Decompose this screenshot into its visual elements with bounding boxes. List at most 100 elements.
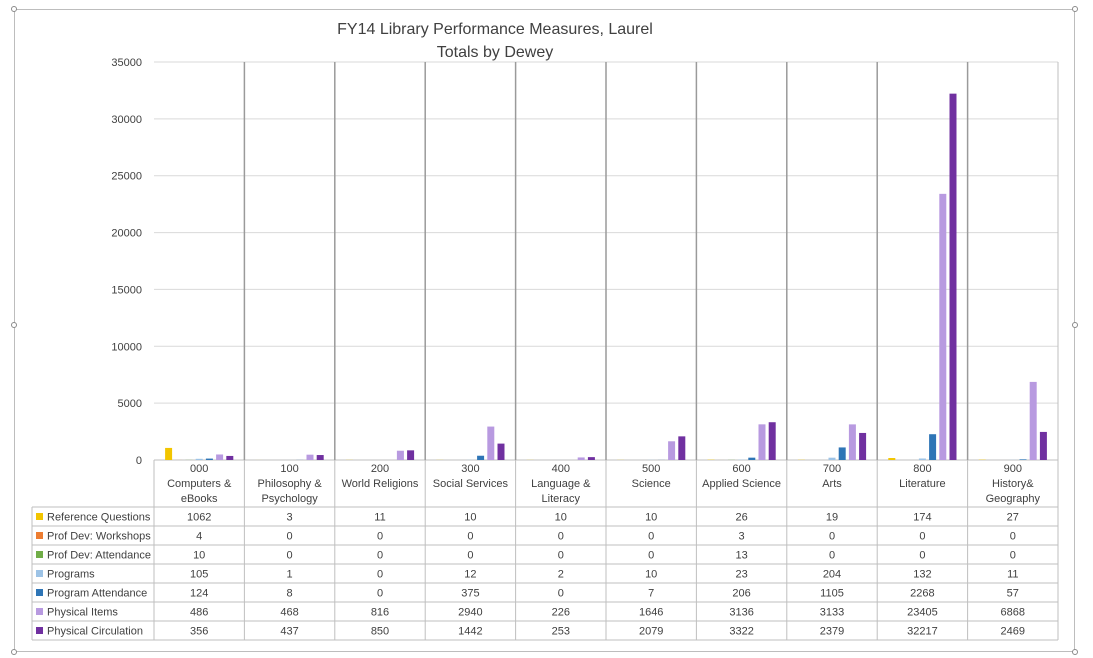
bar: [226, 455, 234, 460]
bar: [165, 447, 173, 460]
table-cell-value: 10: [464, 512, 476, 524]
table-cell-value: 0: [648, 531, 654, 543]
table-cell-value: 13: [735, 550, 747, 562]
category-label: Philosophy &: [257, 478, 322, 490]
table-cell-value: 2940: [458, 607, 482, 619]
bar: [678, 436, 686, 460]
table-cell-value: 0: [919, 531, 925, 543]
table-cell-value: 2379: [820, 626, 844, 638]
bar: [859, 432, 867, 460]
category-label: 900: [1004, 463, 1022, 475]
resize-handle-bottom-left[interactable]: [11, 649, 17, 655]
table-cell-value: 10: [645, 569, 657, 581]
bar: [497, 443, 505, 460]
table-cell-value: 1442: [458, 626, 482, 638]
table-cell-value: 1: [287, 569, 293, 581]
y-tick-label: 0: [136, 455, 142, 467]
table-cell-value: 0: [1010, 550, 1016, 562]
bar: [828, 457, 836, 460]
table-cell-value: 375: [461, 588, 479, 600]
bar: [316, 455, 324, 460]
bar: [1039, 431, 1047, 460]
category-label: Psychology: [261, 493, 318, 505]
table-cell-value: 0: [829, 531, 835, 543]
resize-handle-top-right[interactable]: [1072, 6, 1078, 12]
table-cell-value: 0: [467, 531, 473, 543]
table-cell-value: 1646: [639, 607, 663, 619]
legend-key: [36, 608, 43, 615]
y-tick-label: 30000: [111, 114, 142, 126]
table-cell-value: 3136: [729, 607, 753, 619]
legend-entry: Physical Circulation: [47, 626, 143, 638]
table-cell-value: 11: [374, 512, 385, 524]
table-cell-value: 0: [467, 550, 473, 562]
table-cell-value: 32217: [907, 626, 938, 638]
bar: [195, 458, 203, 460]
table-cell-value: 0: [558, 531, 564, 543]
category-label: 500: [642, 463, 660, 475]
table-cell-value: 0: [377, 569, 383, 581]
y-tick-label: 10000: [111, 341, 142, 353]
table-cell-value: 0: [919, 550, 925, 562]
chart-frame[interactable]: [14, 9, 1075, 652]
table-cell-value: 10: [645, 512, 657, 524]
table-cell-value: 132: [913, 569, 931, 581]
table-cell-value: 2079: [639, 626, 663, 638]
table-cell-value: 10: [555, 512, 567, 524]
legend-entry: Prof Dev: Attendance: [47, 550, 151, 562]
bar: [1029, 381, 1037, 460]
table-cell-value: 3: [739, 531, 745, 543]
table-cell-value: 26: [735, 512, 747, 524]
table-cell-value: 2469: [1001, 626, 1025, 638]
category-label: 800: [913, 463, 931, 475]
resize-handle-top-left[interactable]: [11, 6, 17, 12]
legend-entry: Programs: [47, 569, 95, 581]
resize-handle-middle-right[interactable]: [1072, 322, 1078, 328]
legend-key: [36, 627, 43, 634]
category-label: Literacy: [542, 493, 581, 505]
legend-entry: Program Attendance: [47, 588, 147, 600]
bar: [205, 458, 213, 460]
table-cell-value: 124: [190, 588, 208, 600]
table-cell-value: 0: [558, 588, 564, 600]
category-label: Applied Science: [702, 478, 781, 490]
table-cell-value: 0: [287, 531, 293, 543]
category-label: 600: [732, 463, 750, 475]
table-cell-value: 23405: [907, 607, 938, 619]
table-cell-value: 3: [287, 512, 293, 524]
table-cell-value: 2268: [910, 588, 934, 600]
table-cell-value: 11: [1007, 569, 1018, 581]
legend-key: [36, 570, 43, 577]
bar: [396, 450, 404, 460]
table-cell-value: 0: [829, 550, 835, 562]
table-cell-value: 1105: [820, 588, 844, 600]
bar: [838, 447, 846, 460]
legend-key: [36, 532, 43, 539]
table-cell-value: 2: [558, 569, 564, 581]
table-cell-value: 174: [913, 512, 931, 524]
bar: [758, 424, 766, 460]
legend-key: [36, 513, 43, 520]
table-cell-value: 486: [190, 607, 208, 619]
category-label: Science: [632, 478, 671, 490]
table-cell-value: 206: [732, 588, 750, 600]
table-cell-value: 105: [190, 569, 208, 581]
bar: [306, 454, 314, 460]
table-cell-value: 19: [826, 512, 838, 524]
chart-subtitle: Totals by Dewey: [436, 44, 554, 61]
bar: [487, 426, 495, 460]
resize-handle-middle-left[interactable]: [11, 322, 17, 328]
table-cell-value: 226: [552, 607, 570, 619]
table-cell-value: 356: [190, 626, 208, 638]
bar: [768, 422, 776, 460]
table-cell-value: 7: [648, 588, 654, 600]
resize-handle-bottom-right[interactable]: [1072, 649, 1078, 655]
table-cell-value: 3133: [820, 607, 844, 619]
category-label: 100: [280, 463, 298, 475]
category-label: 200: [371, 463, 389, 475]
table-cell-value: 23: [735, 569, 747, 581]
legend-key: [36, 551, 43, 558]
bar: [748, 457, 756, 460]
table-cell-value: 437: [280, 626, 298, 638]
